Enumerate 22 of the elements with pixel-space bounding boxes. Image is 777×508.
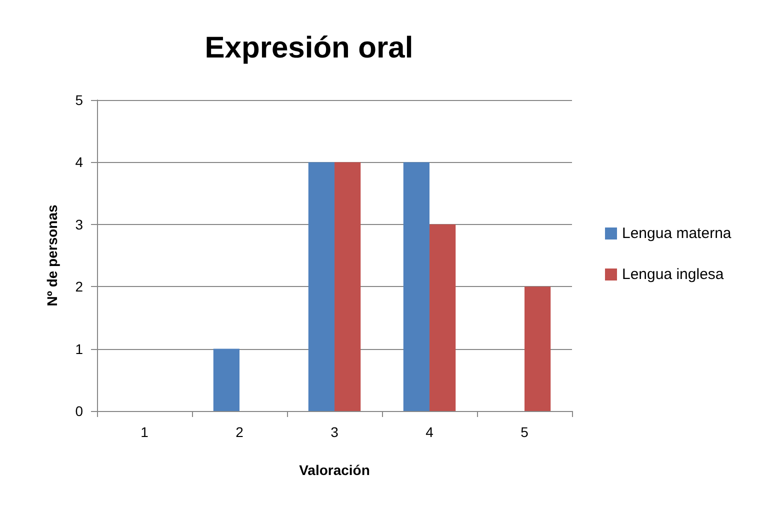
- x-tick-label: 1: [140, 424, 149, 440]
- bar: [334, 162, 361, 411]
- y-tick-label: 5: [75, 92, 84, 108]
- y-tick-label: 3: [75, 216, 84, 232]
- y-tick-label: 2: [75, 278, 84, 295]
- y-tick-label: 4: [75, 154, 84, 170]
- bar: [430, 224, 456, 411]
- x-tick-label: 5: [520, 424, 529, 440]
- y-tick-label: 1: [75, 340, 84, 357]
- chart-title: Expresión oral: [204, 32, 414, 64]
- x-axis-title: Valoración: [299, 462, 370, 478]
- y-axis-title: Nº de personas: [44, 204, 60, 306]
- bar: [403, 162, 430, 411]
- bar: [524, 286, 551, 411]
- legend-label: Lengua materna: [622, 225, 732, 242]
- x-tick-label: 4: [426, 424, 434, 440]
- y-tick-label: 0: [75, 403, 84, 419]
- x-tick-label: 2: [236, 424, 244, 440]
- bar: [308, 162, 334, 411]
- bar: [213, 348, 240, 411]
- x-tick-label: 3: [330, 424, 339, 440]
- legend-label: Lengua inglesa: [622, 266, 724, 283]
